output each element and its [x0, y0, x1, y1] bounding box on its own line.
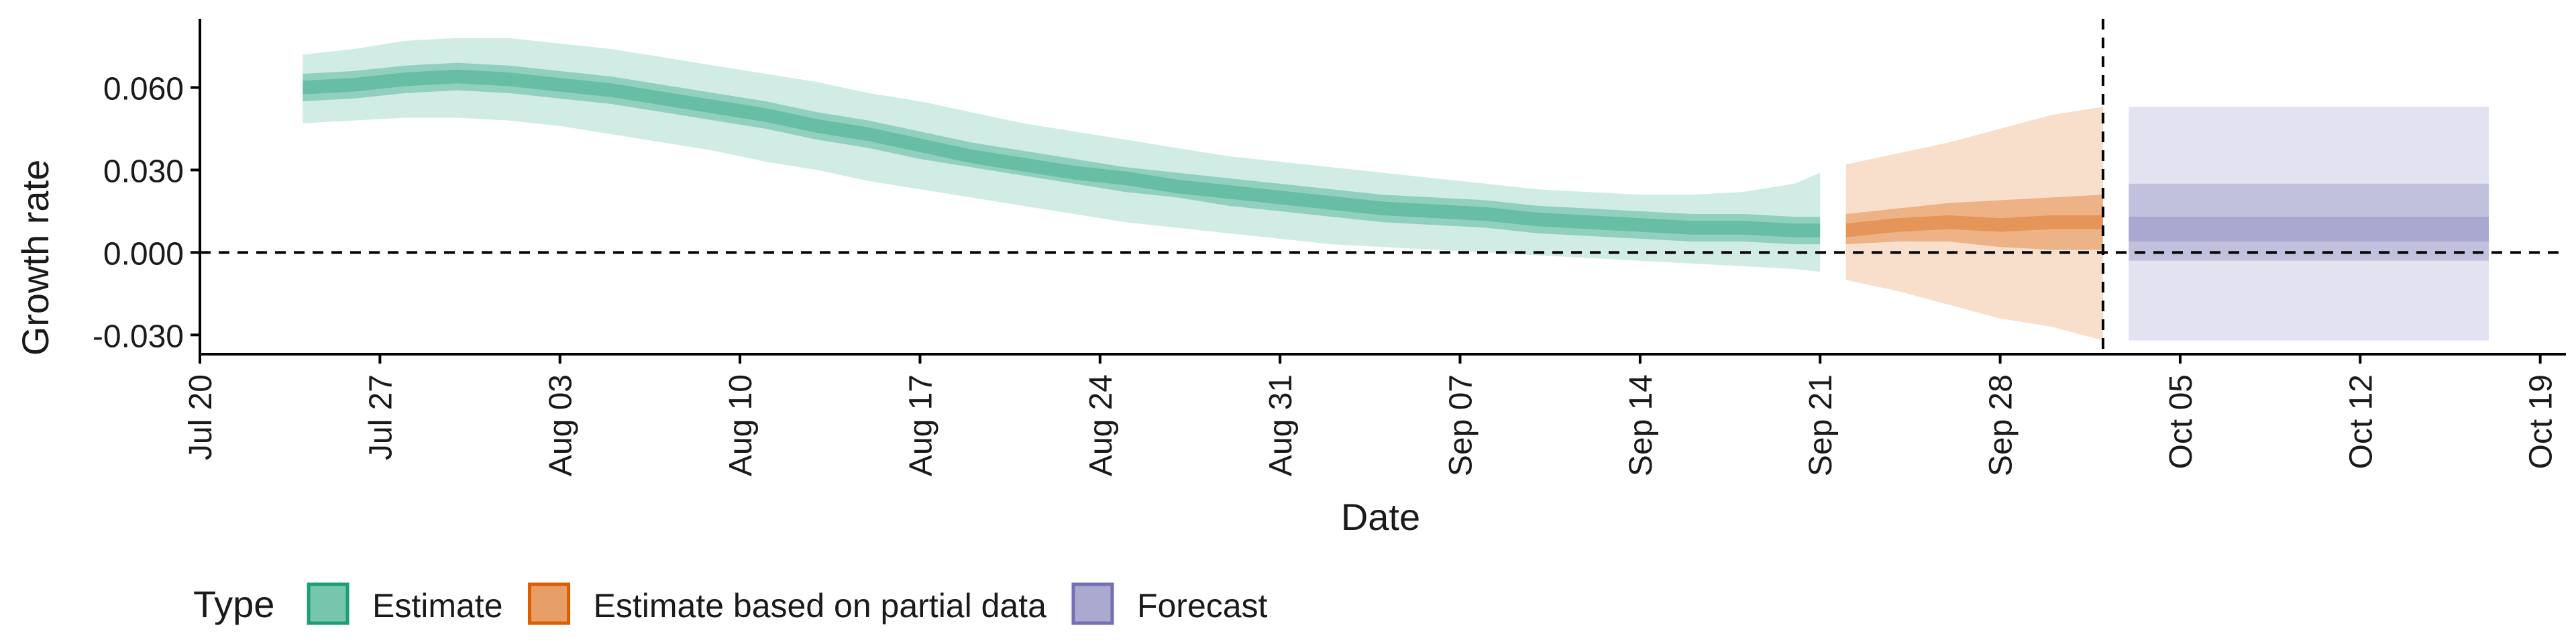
x-tick-label: Jul 20 — [183, 374, 219, 460]
band-outer — [303, 38, 1821, 272]
legend-label: Estimate based on partial data — [594, 587, 1047, 625]
legend-swatch — [307, 582, 350, 625]
band-median — [303, 69, 1821, 237]
band-inner — [2129, 183, 2489, 241]
band-outer — [1845, 107, 2103, 341]
y-tick-label: 0.030 — [103, 154, 184, 189]
legend: Type Estimate Estimate based on partial d… — [193, 582, 1268, 625]
y-axis-label: Growth rate — [14, 160, 56, 356]
y-tick-label: -0.030 — [93, 319, 184, 354]
legend-item-estimate-based-on-partial-data: Estimate based on partial data — [528, 582, 1047, 625]
legend-item-forecast: Forecast — [1071, 582, 1268, 625]
legend-item-estimate: Estimate — [307, 582, 503, 625]
series-estimate-based-on-partial-data — [1845, 107, 2103, 341]
x-tick-label: Aug 31 — [1263, 374, 1299, 476]
plot-area — [303, 38, 2489, 341]
legend-title: Type — [193, 583, 274, 625]
y-tick-label: 0.060 — [103, 71, 184, 107]
band-inner — [1845, 195, 2103, 250]
x-tick-label: Sep 14 — [1623, 374, 1659, 476]
x-tick-label: Oct 05 — [2163, 374, 2199, 469]
x-tick-label: Sep 21 — [1803, 374, 1839, 476]
legend-swatch — [1071, 582, 1114, 625]
x-tick-label: Aug 17 — [903, 374, 938, 476]
x-tick-label: Sep 28 — [1984, 374, 2019, 476]
legend-label: Estimate — [372, 587, 503, 625]
band-median — [1845, 215, 2103, 237]
axes: -0.030 0.000 0.030 0.060 Jul 20 Jul 27 Aug 03 A… — [93, 19, 2566, 476]
x-tick-label: Sep 07 — [1444, 374, 1479, 476]
x-tick-label: Aug 03 — [543, 374, 579, 476]
x-tick-label: Oct 19 — [2524, 374, 2559, 469]
legend-label: Forecast — [1137, 587, 1268, 625]
y-tick-label: 0.000 — [103, 236, 184, 272]
x-tick-label: Oct 12 — [2343, 374, 2379, 469]
x-tick-label: Aug 10 — [723, 374, 759, 476]
band-mid — [2129, 217, 2489, 261]
band-inner — [303, 62, 1821, 245]
legend-swatch — [528, 582, 571, 625]
x-tick-label: Jul 27 — [363, 374, 398, 460]
band-outer — [2129, 107, 2489, 341]
x-tick-label: Aug 24 — [1083, 374, 1119, 476]
series-forecast — [2129, 107, 2489, 341]
x-axis-label: Date — [1341, 496, 1420, 538]
series-estimate — [303, 38, 1821, 272]
